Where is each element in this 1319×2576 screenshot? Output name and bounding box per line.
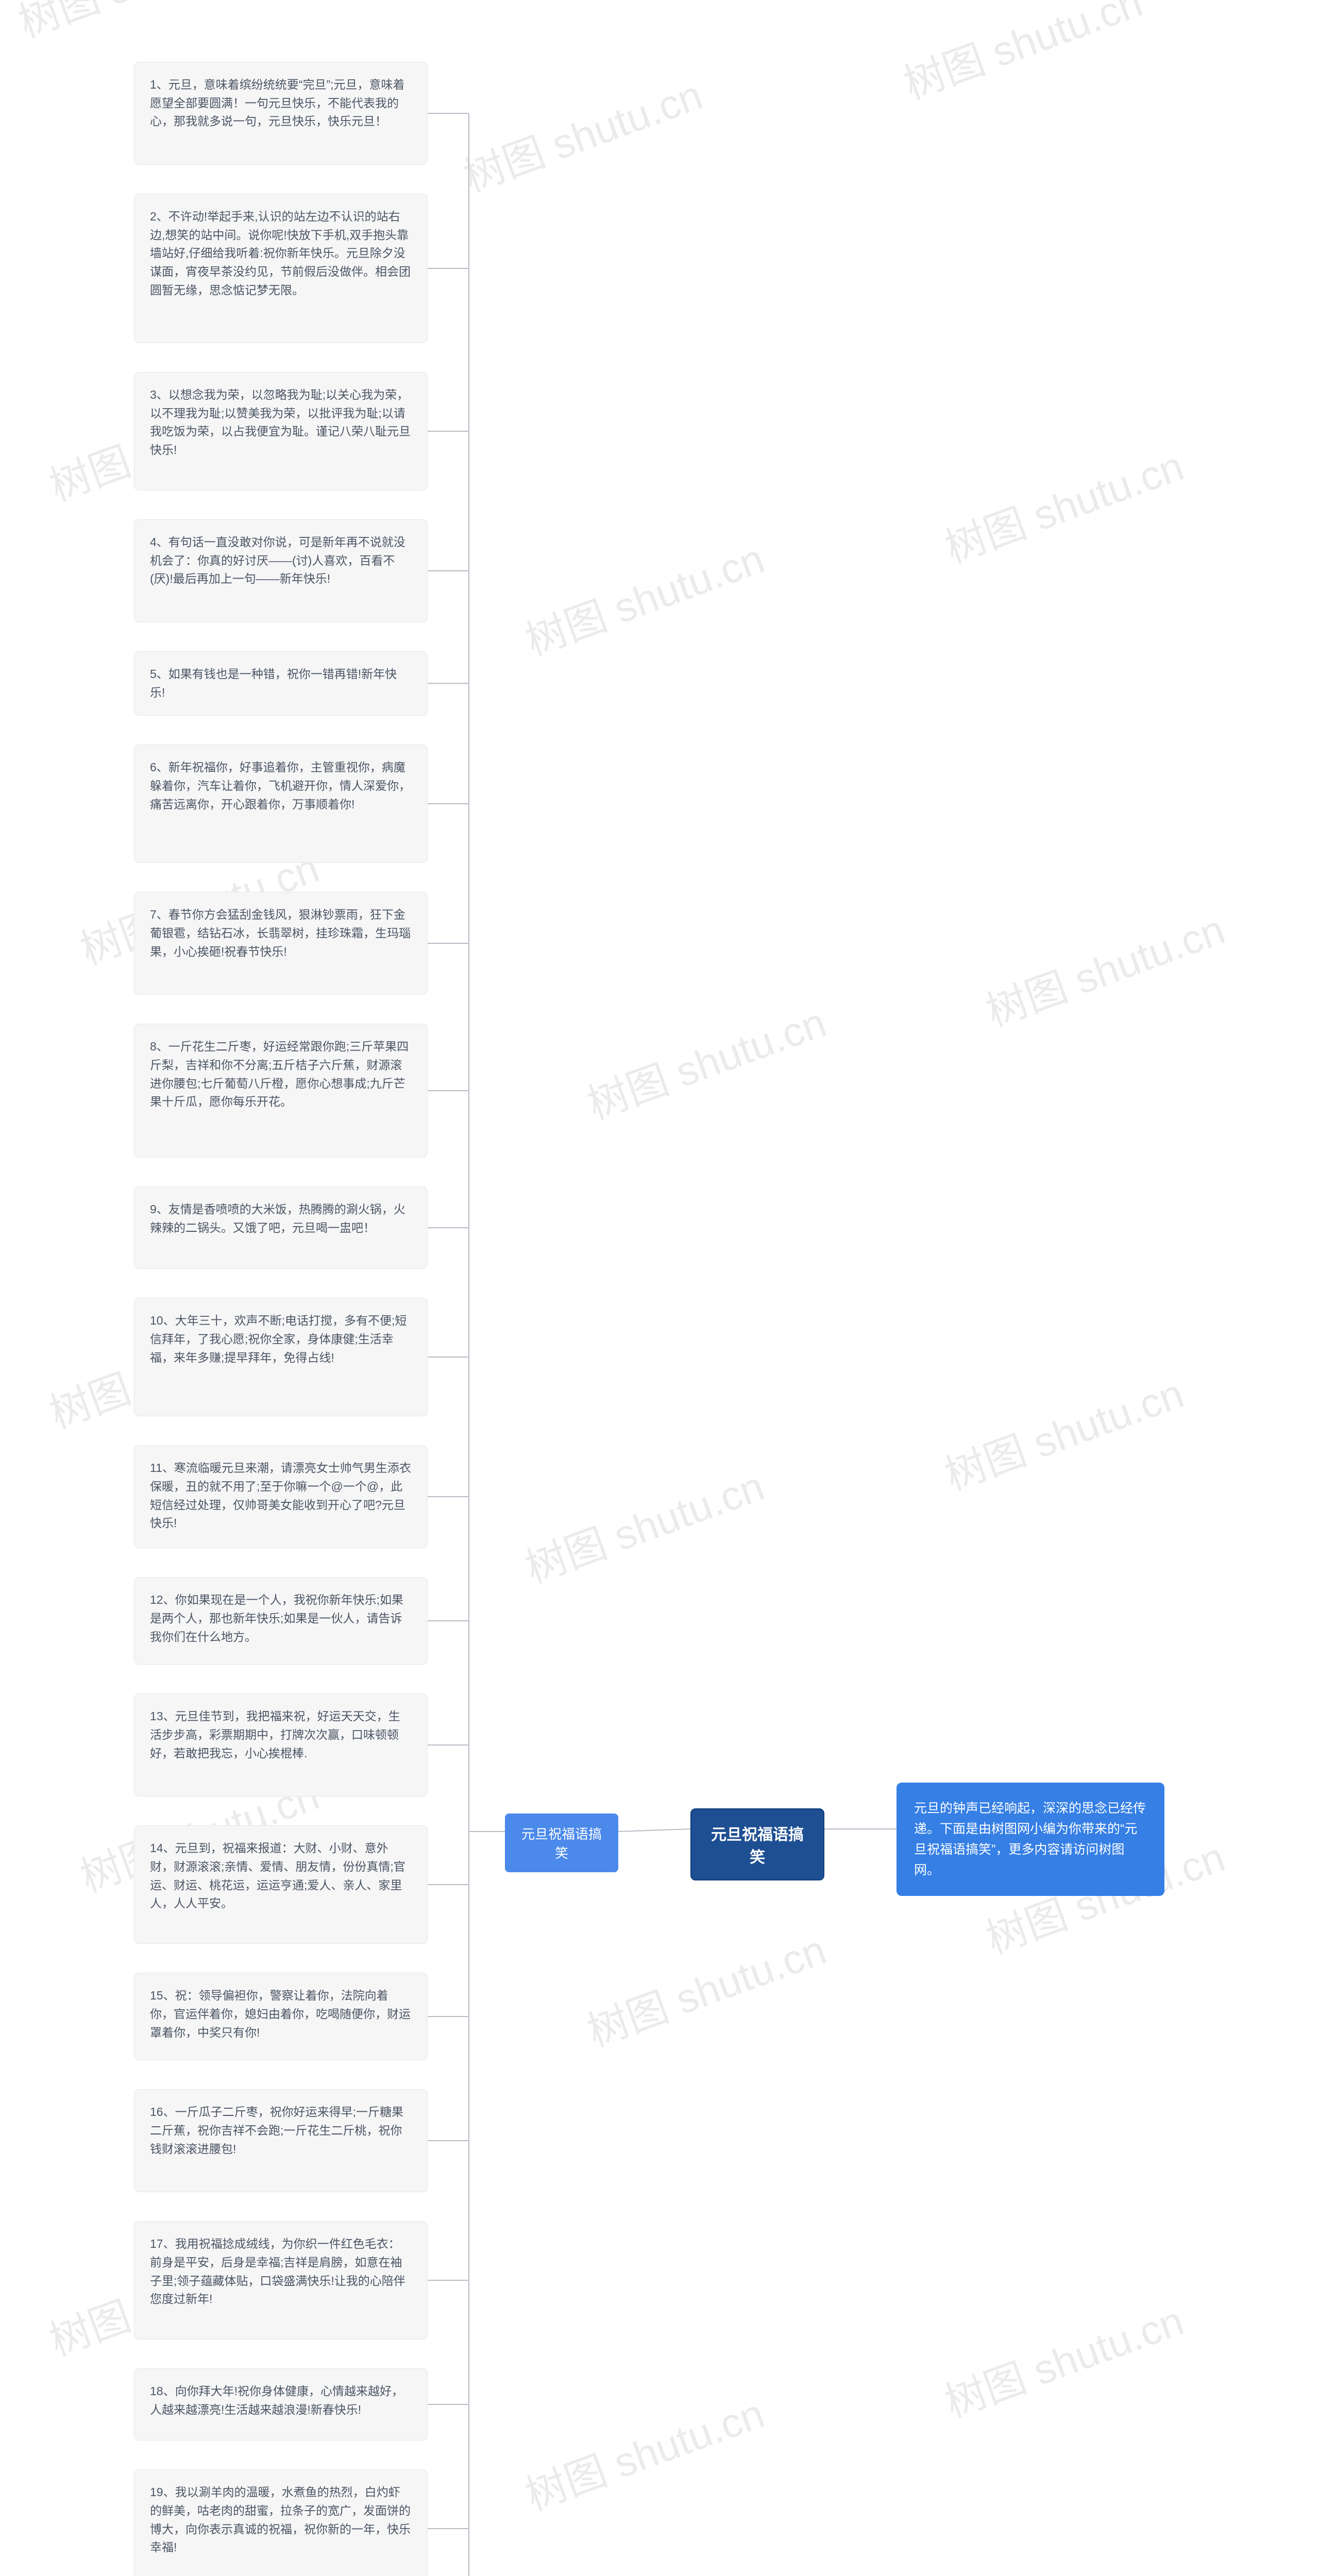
item-box-18: 18、向你拜大年!祝你身体健康，心情越来越好，人越来越漂亮!生活越来越浪漫!新春… [134, 2368, 428, 2441]
item-box-17: 17、我用祝福捻成绒线，为你织一件红色毛衣：前身是平安，后身是幸福;吉祥是肩膀，… [134, 2221, 428, 2340]
item-box-10: 10、大年三十，欢声不断;电话打搅，多有不便;短信拜年，了我心愿;祝你全家，身体… [134, 1298, 428, 1416]
item-box-2: 2、不许动!举起手来,认识的站左边不认识的站右边,想笑的站中间。说你呢!快放下手… [134, 194, 428, 343]
item-box-13: 13、元旦佳节到，我把福来祝，好运天天交，生活步步高，彩票期期中，打牌次次赢，口… [134, 1693, 428, 1797]
item-text-4: 4、有句话一直没敢对你说，可是新年再不说就没机会了：你真的好讨厌——(讨)人喜欢… [150, 535, 405, 585]
item-text-9: 9、友情是香喷喷的大米饭，热腾腾的涮火锅，火辣辣的二锅头。又饿了吧，元旦喝一盅吧… [150, 1202, 405, 1234]
item-text-12: 12、你如果现在是一个人，我祝你新年快乐;如果是两个人，那也新年快乐;如果是一伙… [150, 1593, 403, 1643]
item-text-18: 18、向你拜大年!祝你身体健康，心情越来越好，人越来越漂亮!生活越来越浪漫!新春… [150, 2384, 403, 2416]
item-text-7: 7、春节你方会猛刮金钱风，狠淋钞票雨，狂下金葡银雹，结钻石冰，长翡翠树，挂珍珠霜… [150, 908, 411, 958]
mid-node-2-label: 元旦祝福语搞笑 [711, 1826, 804, 1866]
item-text-10: 10、大年三十，欢声不断;电话打搅，多有不便;短信拜年，了我心愿;祝你全家，身体… [150, 1314, 407, 1364]
item-box-8: 8、一斤花生二斤枣，好运经常跟你跑;三斤苹果四斤梨，吉祥和你不分离;五斤桔子六斤… [134, 1024, 428, 1158]
item-box-16: 16、一斤瓜子二斤枣，祝你好运来得早;一斤糖果二斤蕉，祝你吉祥不会跑;一斤花生二… [134, 2089, 428, 2192]
item-box-5: 5、如果有钱也是一种错，祝你一错再错!新年快乐! [134, 651, 428, 716]
right-description-text: 元旦的钟声已经响起，深深的思念已经传递。下面是由树图网小编为你带来的“元旦祝福语… [914, 1801, 1146, 1877]
item-text-14: 14、元旦到，祝福来报道：大财、小财、意外财，财源滚滚;亲情、爱情、朋友情，份份… [150, 1841, 405, 1910]
left-items-column: 1、元旦，意味着缤纷统统要“完旦”;元旦，意味着愿望全部要圆满！一句元旦快乐，不… [134, 62, 428, 2576]
item-text-13: 13、元旦佳节到，我把福来祝，好运天天交，生活步步高，彩票期期中，打牌次次赢，口… [150, 1709, 400, 1759]
item-box-11: 11、寒流临暖元旦来潮，请漂亮女士帅气男生添衣保暖，丑的就不用了;至于你嘛一个@… [134, 1445, 428, 1548]
item-text-11: 11、寒流临暖元旦来潮，请漂亮女士帅气男生添衣保暖，丑的就不用了;至于你嘛一个@… [150, 1461, 411, 1530]
item-text-5: 5、如果有钱也是一种错，祝你一错再错!新年快乐! [150, 667, 397, 699]
item-box-7: 7、春节你方会猛刮金钱风，狠淋钞票雨，狂下金葡银雹，结钻石冰，长翡翠树，挂珍珠霜… [134, 892, 428, 995]
item-text-17: 17、我用祝福捻成绒线，为你织一件红色毛衣：前身是平安，后身是幸福;吉祥是肩膀，… [150, 2237, 405, 2306]
item-box-6: 6、新年祝福你，好事追着你，主管重视你，病魔躲着你，汽车让着你，飞机避开你，情人… [134, 744, 428, 863]
item-box-1: 1、元旦，意味着缤纷统统要“完旦”;元旦，意味着愿望全部要圆满！一句元旦快乐，不… [134, 62, 428, 165]
item-text-15: 15、祝：领导偏袒你，警察让着你，法院向着你，官运伴着你，媳妇由着你，吃喝随便你… [150, 1989, 411, 2039]
item-box-12: 12、你如果现在是一个人，我祝你新年快乐;如果是两个人，那也新年快乐;如果是一伙… [134, 1577, 428, 1665]
item-box-9: 9、友情是香喷喷的大米饭，热腾腾的涮火锅，火辣辣的二锅头。又饿了吧，元旦喝一盅吧… [134, 1187, 428, 1269]
item-text-2: 2、不许动!举起手来,认识的站左边不认识的站右边,想笑的站中间。说你呢!快放下手… [150, 210, 411, 297]
item-box-15: 15、祝：领导偏袒你，警察让着你，法院向着你，官运伴着你，媳妇由着你，吃喝随便你… [134, 1973, 428, 2060]
item-box-14: 14、元旦到，祝福来报道：大财、小财、意外财，财源滚滚;亲情、爱情、朋友情，份份… [134, 1825, 428, 1944]
mindmap-canvas: 1、元旦，意味着缤纷统统要“完旦”;元旦，意味着愿望全部要圆满！一句元旦快乐，不… [0, 0, 1319, 2576]
item-box-4: 4、有句话一直没敢对你说，可是新年再不说就没机会了：你真的好讨厌——(讨)人喜欢… [134, 519, 428, 622]
item-text-8: 8、一斤花生二斤枣，好运经常跟你跑;三斤苹果四斤梨，吉祥和你不分离;五斤桔子六斤… [150, 1040, 409, 1108]
item-text-16: 16、一斤瓜子二斤枣，祝你好运来得早;一斤糖果二斤蕉，祝你吉祥不会跑;一斤花生二… [150, 2105, 403, 2155]
item-text-6: 6、新年祝福你，好事追着你，主管重视你，病魔躲着你，汽车让着你，飞机避开你，情人… [150, 760, 411, 810]
mid-node-1-label: 元旦祝福语搞笑 [521, 1826, 602, 1861]
item-box-19: 19、我以涮羊肉的温暖，水煮鱼的热烈，白灼虾的鲜美，咕老肉的甜蜜，拉条子的宽广，… [134, 2469, 428, 2576]
item-box-3: 3、以想念我为荣，以忽略我为耻;以关心我为荣，以不理我为耻;以赞美我为荣，以批评… [134, 372, 428, 490]
mid-node-2-root: 元旦祝福语搞笑 [690, 1808, 824, 1880]
item-text-1: 1、元旦，意味着缤纷统统要“完旦”;元旦，意味着愿望全部要圆满！一句元旦快乐，不… [150, 78, 405, 128]
mid-node-1: 元旦祝福语搞笑 [505, 1814, 618, 1872]
right-description-node: 元旦的钟声已经响起，深深的思念已经传递。下面是由树图网小编为你带来的“元旦祝福语… [897, 1783, 1164, 1896]
item-text-19: 19、我以涮羊肉的温暖，水煮鱼的热烈，白灼虾的鲜美，咕老肉的甜蜜，拉条子的宽广，… [150, 2485, 411, 2554]
item-text-3: 3、以想念我为荣，以忽略我为耻;以关心我为荣，以不理我为耻;以赞美我为荣，以批评… [150, 388, 411, 456]
